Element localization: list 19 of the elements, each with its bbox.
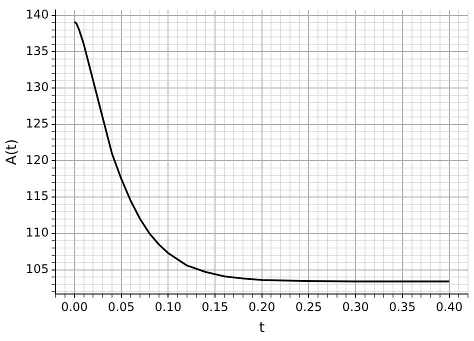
y-axis-title: A(t) [4,139,20,165]
x-tick-label: 0.15 [202,300,228,314]
x-tick-label: 0.30 [342,300,369,314]
y-tick-label: 135 [26,44,49,58]
x-tick-label: 0.10 [154,300,182,314]
y-tick-label: 110 [26,226,49,240]
x-tick-label: 0.00 [61,300,88,314]
y-tick-label: 125 [26,116,49,130]
x-tick-label: 0.40 [436,300,463,314]
x-tick-label: 0.20 [248,300,276,314]
y-tick-label: 130 [26,80,49,94]
y-tick-label: 115 [26,189,49,204]
x-axis-title: t [259,320,266,336]
y-tick-label: 140 [26,7,49,22]
x-tick-label: 0.35 [389,300,416,314]
y-tick-label: 105 [26,262,49,276]
x-tick-label: 0.05 [108,300,135,314]
x-tick-label: 0.25 [295,300,322,314]
y-tick-label: 120 [26,152,49,167]
